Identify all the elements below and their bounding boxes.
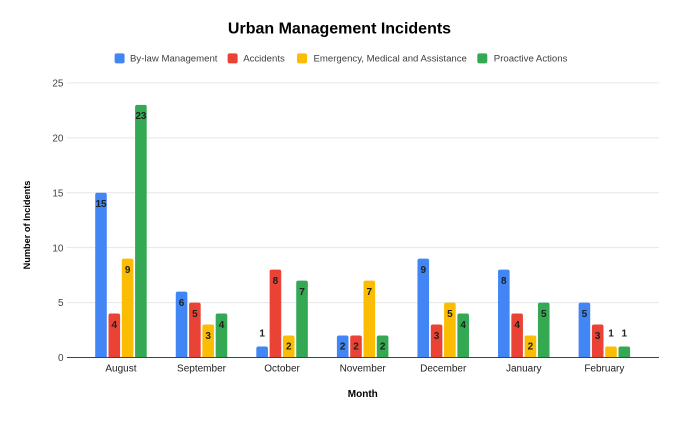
svg-text:3: 3 (595, 331, 601, 342)
svg-text:Emergency, Medical and Assista: Emergency, Medical and Assistance (314, 54, 467, 65)
svg-text:December: December (420, 363, 467, 374)
svg-text:9: 9 (420, 265, 426, 276)
svg-text:2: 2 (528, 342, 534, 353)
svg-text:By-law Management: By-law Management (130, 54, 218, 65)
svg-text:0: 0 (58, 353, 64, 364)
svg-text:January: January (506, 363, 542, 374)
svg-text:5: 5 (582, 309, 588, 320)
svg-text:4: 4 (514, 320, 520, 331)
svg-text:7: 7 (299, 287, 305, 298)
svg-text:15: 15 (52, 188, 64, 199)
svg-text:8: 8 (273, 276, 279, 287)
svg-text:5: 5 (192, 309, 198, 320)
svg-text:4: 4 (219, 320, 225, 331)
svg-text:Number of Incidents: Number of Incidents (22, 181, 32, 270)
svg-text:Month: Month (348, 389, 378, 400)
svg-text:2: 2 (286, 342, 292, 353)
svg-text:8: 8 (501, 276, 507, 287)
svg-text:10: 10 (52, 243, 64, 254)
svg-text:February: February (584, 363, 624, 374)
svg-text:23: 23 (135, 111, 147, 122)
svg-text:9: 9 (125, 265, 131, 276)
svg-text:15: 15 (95, 199, 107, 210)
svg-text:2: 2 (380, 342, 386, 353)
svg-text:Proactive Actions: Proactive Actions (494, 54, 568, 65)
svg-text:2: 2 (353, 342, 359, 353)
svg-text:1: 1 (259, 329, 265, 340)
svg-text:Urban Management Incidents: Urban Management Incidents (228, 21, 451, 38)
svg-text:August: August (105, 363, 136, 374)
svg-text:4: 4 (112, 320, 118, 331)
svg-text:4: 4 (460, 320, 466, 331)
svg-text:7: 7 (367, 287, 373, 298)
svg-text:25: 25 (52, 79, 64, 90)
svg-text:October: October (264, 363, 300, 374)
svg-text:6: 6 (179, 298, 185, 309)
svg-text:3: 3 (205, 331, 211, 342)
svg-text:1: 1 (608, 329, 614, 340)
svg-text:November: November (340, 363, 387, 374)
svg-text:5: 5 (541, 309, 547, 320)
svg-text:Accidents: Accidents (243, 54, 285, 65)
svg-text:20: 20 (52, 133, 64, 144)
svg-text:3: 3 (434, 331, 440, 342)
svg-text:5: 5 (447, 309, 453, 320)
svg-text:2: 2 (340, 342, 346, 353)
svg-text:5: 5 (58, 298, 64, 309)
svg-text:1: 1 (622, 329, 628, 340)
svg-text:September: September (177, 363, 227, 374)
